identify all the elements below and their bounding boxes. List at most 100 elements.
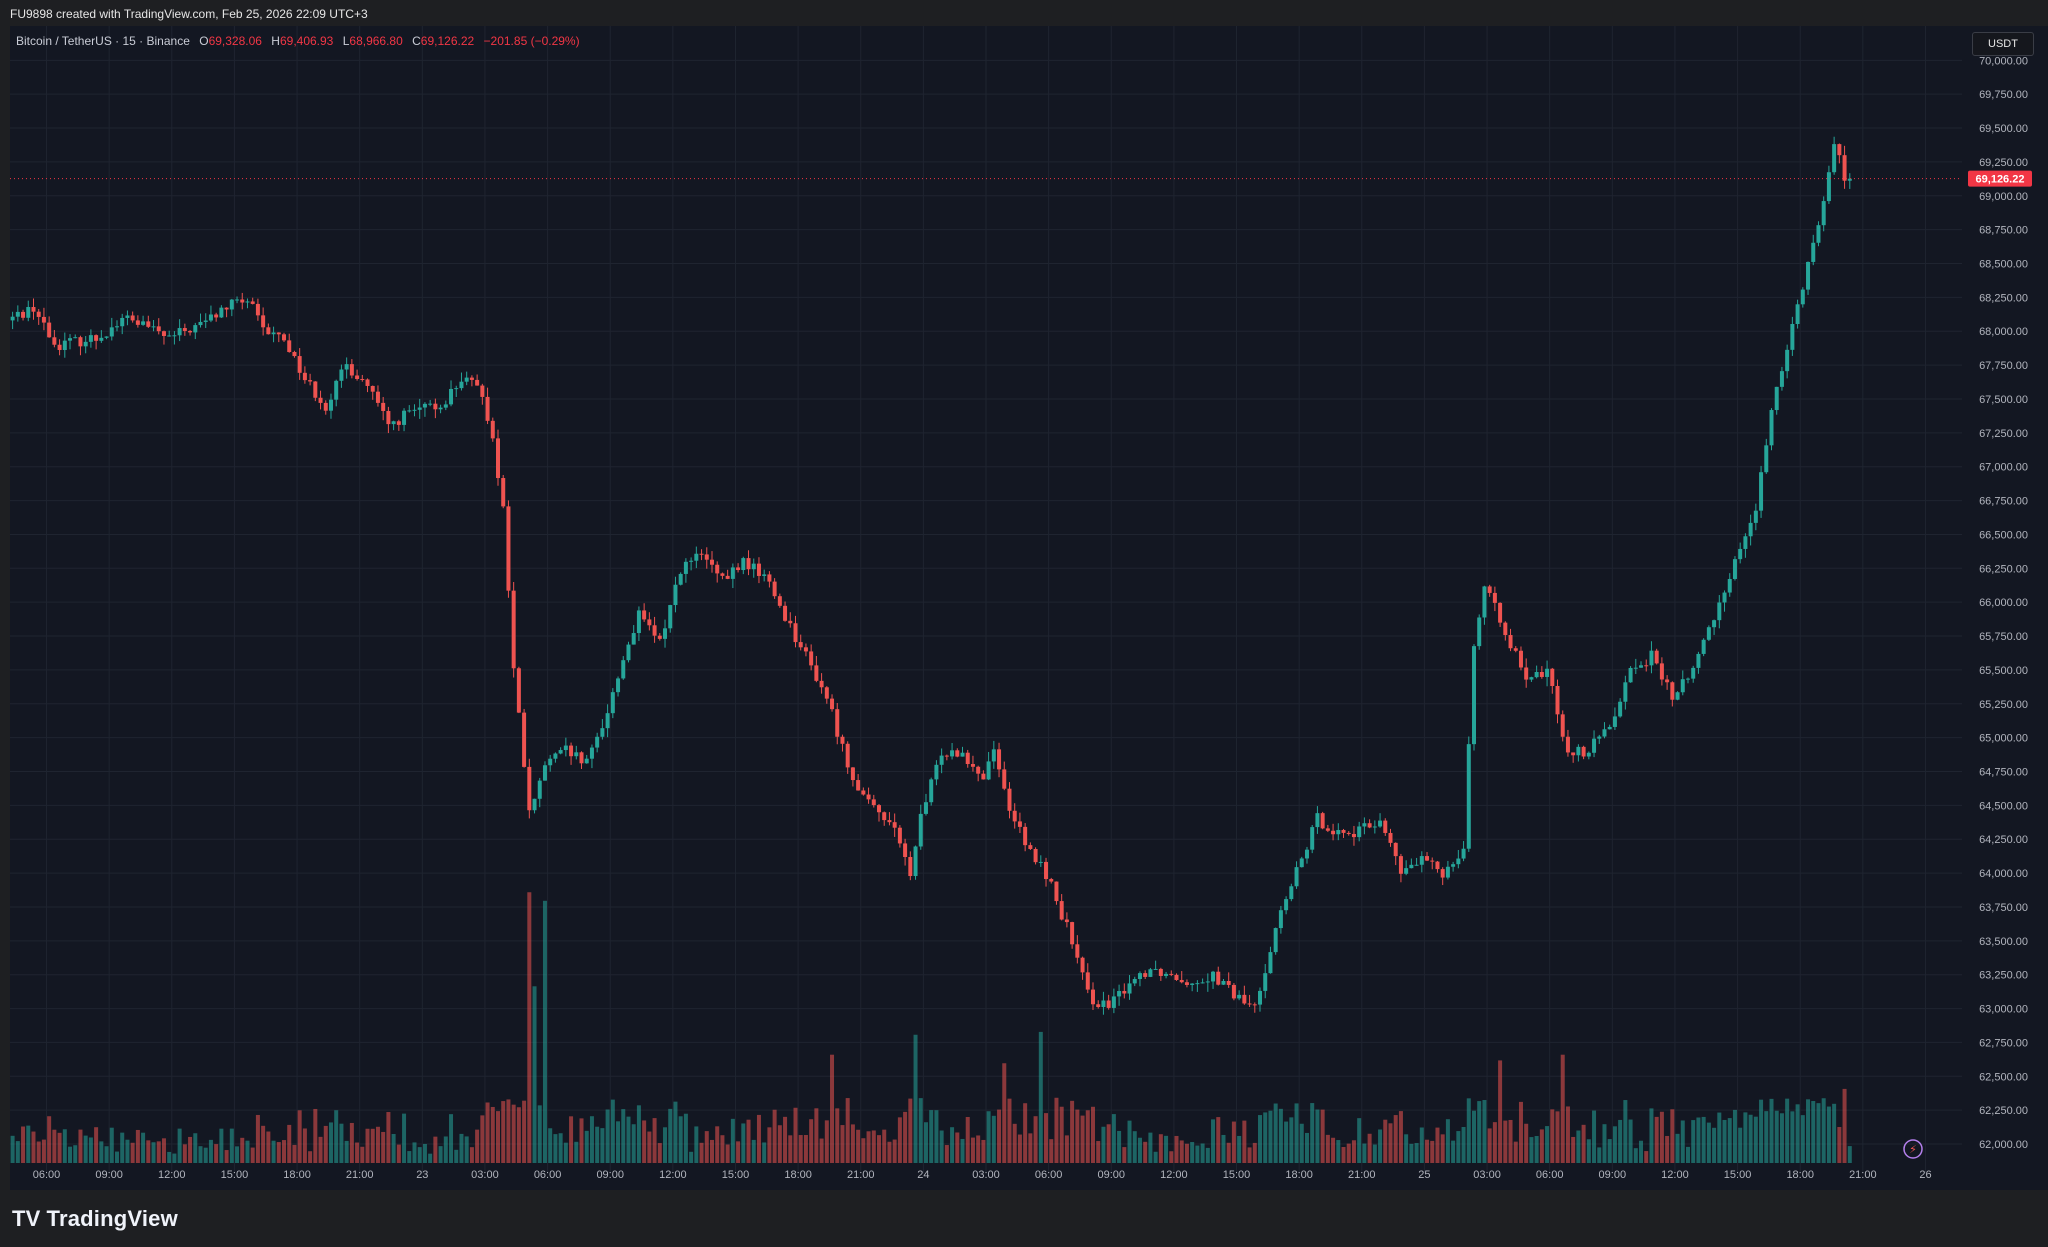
time-tick-label: 18:00 [283,1169,311,1181]
volume-bar [1017,1134,1022,1163]
replay-icon[interactable] [1903,1139,1923,1159]
price-tick-label: 67,750.00 [1979,360,2028,372]
last-price-label-text: 69,126.22 [1976,174,2025,186]
candle-body [673,584,678,606]
volume-bar [1430,1140,1435,1163]
time-tick-label: 18:00 [784,1169,812,1181]
currency-button[interactable]: USDT [1972,32,2034,56]
tradingview-brand[interactable]: TV TradingView [12,1206,178,1232]
volume-bar [1258,1115,1263,1163]
volume-bar [532,986,537,1163]
volume-bar [459,1133,464,1163]
candle-body [1487,586,1492,593]
candle-body [944,755,949,757]
candle-body [1325,828,1330,831]
candle-body [595,736,600,748]
price-axis-area[interactable] [1962,26,2048,1190]
volume-bar [141,1132,146,1163]
volume-bar [756,1114,761,1163]
candle-body [955,750,960,757]
time-tick-label: 12:00 [1160,1169,1188,1181]
symbol-label[interactable]: Bitcoin / TetherUS · 15 · Binance [16,34,190,48]
top-credit-bar: FU9898 created with TradingView.com, Feb… [0,0,2048,26]
candle-body [913,846,918,877]
candle-body [657,635,662,639]
candle-body [1111,996,1116,1008]
candle-body [511,590,516,669]
volume-bar [1487,1128,1492,1163]
volume-bar [1477,1101,1482,1163]
volume-bar [292,1144,297,1163]
candle-body [15,311,20,317]
volume-bar [798,1135,803,1163]
candle-body [694,553,699,561]
volume-bar [78,1129,83,1163]
tradingview-logo-icon: TV [12,1206,41,1231]
volume-bar [668,1108,673,1163]
candle-body [1143,973,1148,977]
time-tick-label: 09:00 [1097,1169,1125,1181]
volume-bar [1513,1141,1518,1163]
volume-bar [673,1101,678,1163]
volume-bar [970,1137,975,1163]
volume-bar [26,1125,31,1163]
time-tick-label: 09:00 [596,1169,624,1181]
volume-bar [1252,1142,1257,1163]
volume-bar [1372,1144,1377,1163]
time-tick-label: 09:00 [95,1169,123,1181]
volume-bar [1492,1122,1497,1163]
price-tick-label: 66,000.00 [1979,597,2028,609]
volume-bar [809,1119,814,1163]
candle-body [1837,144,1842,156]
candle-body [433,403,438,410]
volume-bar [1320,1109,1325,1163]
volume-bar [1565,1106,1570,1163]
volume-bar [605,1109,610,1163]
grid-lines [10,26,1962,1173]
candle-body [177,328,182,336]
candle-body [976,766,981,774]
candle-body [762,574,767,576]
time-tick-label: 18:00 [1285,1169,1313,1181]
volume-bar [715,1126,720,1163]
volume-bar [151,1142,156,1163]
candle-body [104,336,109,338]
volume-bar [1680,1120,1685,1163]
volume-bar [814,1108,819,1163]
volume-bar [490,1106,495,1163]
volume-bar [156,1141,161,1163]
candle-body [1278,910,1283,929]
volume-bar [1049,1139,1054,1163]
volume-bar [62,1129,67,1163]
candle-body [809,651,814,666]
volume-bar [631,1124,636,1163]
candle-body [454,388,459,390]
volume-bar [1351,1140,1356,1163]
volume-bar [793,1107,798,1163]
volume-bar [1383,1119,1388,1163]
candle-body [861,790,866,795]
candle-body [214,314,219,318]
candle-body [1779,371,1784,387]
candle-body [830,698,835,710]
volume-bar [1106,1124,1111,1163]
candle-body [250,301,255,304]
volume-bar [579,1118,584,1163]
candle-body [741,558,746,571]
candle-body [1628,667,1633,683]
candle-body [506,506,511,591]
candle-body [135,320,140,325]
time-tick-label: 23 [416,1169,428,1181]
candle-body [1456,858,1461,865]
candle-body [1117,991,1122,997]
volume-bar [1659,1111,1664,1163]
volume-bar [1038,1031,1043,1163]
candle-body [1639,665,1644,668]
price-chart[interactable]: 70,000.00 69,750.00 69,500.00 69,250.00 69,0… [0,0,2048,1190]
candle-body [1304,849,1309,859]
volume-bar [1545,1126,1550,1163]
volume-bar [250,1147,255,1163]
volume-bar [261,1125,266,1163]
candle-body [1847,178,1852,181]
volume-bar [1508,1119,1513,1163]
